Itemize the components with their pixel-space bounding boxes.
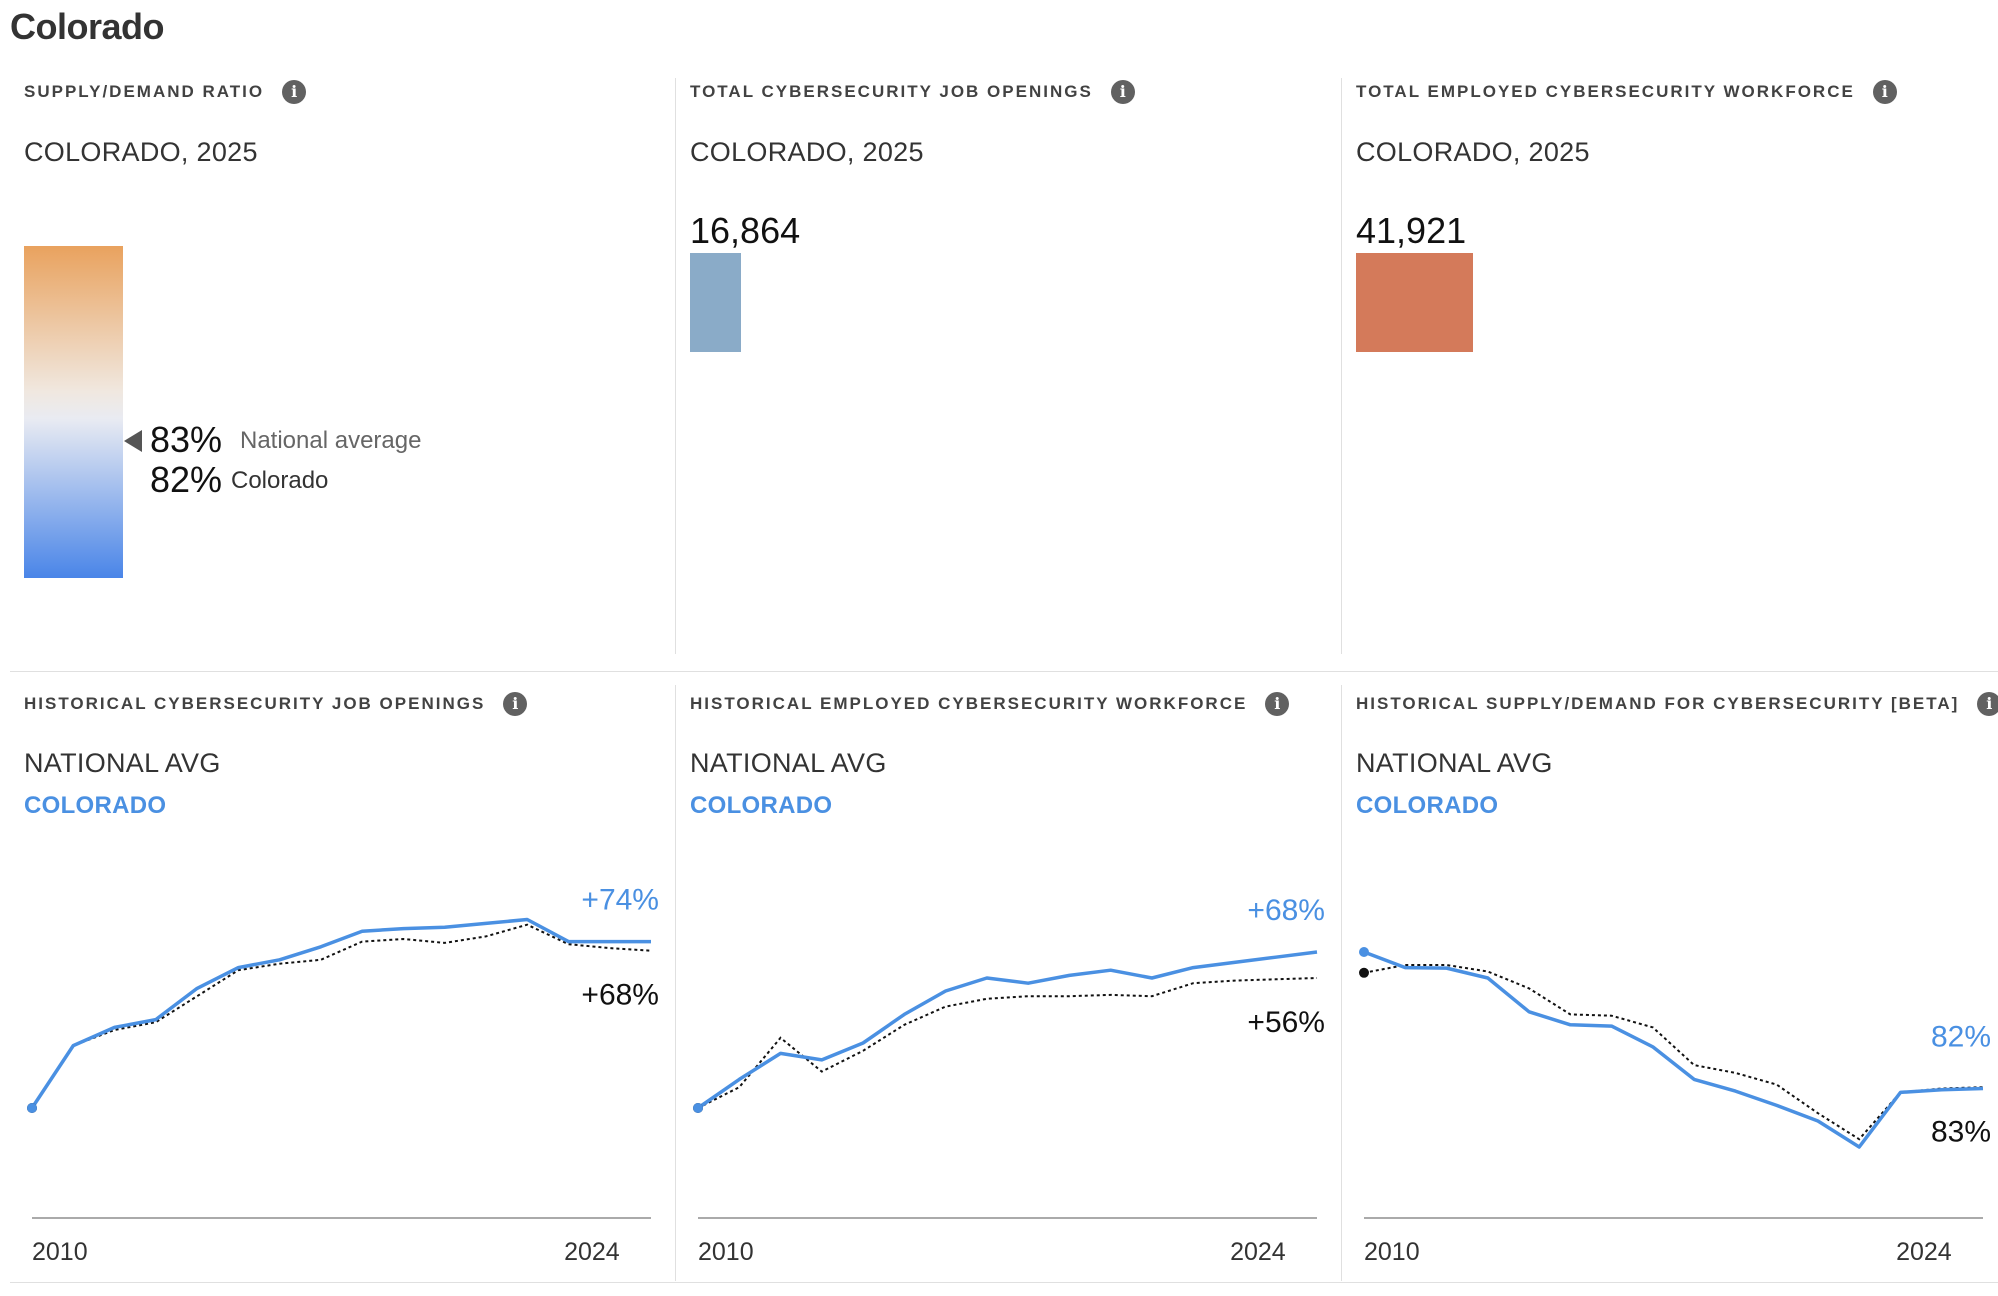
total-workforce-value: 41,921 <box>1356 210 1467 251</box>
info-icon[interactable]: i <box>1872 80 1897 104</box>
series-start-point-national <box>693 1103 703 1113</box>
series-line-national <box>31 923 652 1109</box>
x-tick-label: 2024 <box>1896 1238 1952 1266</box>
x-tick-label: 2010 <box>698 1238 754 1266</box>
column-divider <box>675 685 676 1281</box>
series-line-state <box>1363 950 1984 1149</box>
series-start-point-national <box>27 1103 37 1113</box>
legend-state: COLORADO <box>24 792 167 819</box>
legend-national: NATIONAL AVG <box>690 748 887 778</box>
end-label-state: +68% <box>1247 894 1325 927</box>
supply-demand-ratio-title: SUPPLY/DEMAND RATIO i <box>24 80 307 104</box>
historical-supply-demand-title: HISTORICAL SUPPLY/DEMAND FOR CYBERSECURI… <box>1356 692 1998 716</box>
panel-title-text: TOTAL CYBERSECURITY JOB OPENINGS <box>690 82 1093 101</box>
row-divider <box>10 671 1998 672</box>
national-average-label: National average <box>240 427 422 454</box>
panel-subtitle: COLORADO, 2025 <box>1356 137 1590 167</box>
panel-title-text: SUPPLY/DEMAND RATIO <box>24 82 265 101</box>
panel-title-text: HISTORICAL CYBERSECURITY JOB OPENINGS <box>24 694 486 713</box>
state-label: Colorado <box>231 467 329 494</box>
column-divider <box>1341 78 1342 654</box>
info-icon[interactable]: i <box>503 692 528 716</box>
legend-national: NATIONAL AVG <box>24 748 221 778</box>
x-tick-label: 2024 <box>564 1238 620 1266</box>
column-divider <box>675 78 676 654</box>
series-line-national <box>697 977 1318 1109</box>
panel-title-text: TOTAL EMPLOYED CYBERSECURITY WORKFORCE <box>1356 82 1855 101</box>
page-title: Colorado <box>10 6 165 47</box>
info-icon[interactable]: i <box>1977 692 1998 716</box>
column-divider <box>1341 685 1342 1281</box>
end-label-national: +68% <box>581 979 659 1012</box>
panel-subtitle: COLORADO, 2025 <box>24 137 258 167</box>
panel-title-text: HISTORICAL EMPLOYED CYBERSECURITY WORKFO… <box>690 694 1248 713</box>
series-line-national <box>1363 964 1984 1141</box>
series-line-state <box>697 950 1318 1110</box>
legend-national: NATIONAL AVG <box>1356 748 1553 778</box>
national-average-marker-icon <box>124 430 142 452</box>
panel-subtitle: COLORADO, 2025 <box>690 137 924 167</box>
series-start-point-state <box>27 1103 37 1113</box>
info-icon[interactable]: i <box>1110 80 1135 104</box>
series-line-state <box>30 917 651 1109</box>
series-start-point-state <box>1359 947 1369 957</box>
series-start-point-state <box>693 1103 703 1113</box>
x-tick-label: 2010 <box>1364 1238 1420 1266</box>
total-workforce-title: TOTAL EMPLOYED CYBERSECURITY WORKFORCE i <box>1356 80 1897 104</box>
historical-openings-title: HISTORICAL CYBERSECURITY JOB OPENINGS i <box>24 692 528 716</box>
ratio-gradient-bar <box>24 246 123 578</box>
state-value: 82% <box>150 459 223 500</box>
historical-workforce-title: HISTORICAL EMPLOYED CYBERSECURITY WORKFO… <box>690 692 1290 716</box>
x-tick-label: 2010 <box>32 1238 88 1266</box>
total-openings-bar <box>690 253 741 352</box>
panel-title-text: HISTORICAL SUPPLY/DEMAND FOR CYBERSECURI… <box>1356 694 1960 713</box>
x-tick-label: 2024 <box>1230 1238 1286 1266</box>
info-icon[interactable]: i <box>1265 692 1290 716</box>
end-label-national: +56% <box>1247 1006 1325 1039</box>
end-label-state: 82% <box>1931 1021 1991 1054</box>
end-label-national: 83% <box>1931 1116 1991 1149</box>
bottom-divider <box>10 1282 1998 1283</box>
total-openings-title: TOTAL CYBERSECURITY JOB OPENINGS i <box>690 80 1135 104</box>
end-label-state: +74% <box>581 884 659 917</box>
legend-state: COLORADO <box>1356 792 1499 819</box>
legend-state: COLORADO <box>690 792 833 819</box>
total-openings-value: 16,864 <box>690 210 801 251</box>
series-start-point-national <box>1359 967 1369 978</box>
national-average-value: 83% <box>150 419 223 460</box>
info-icon[interactable]: i <box>282 80 307 104</box>
total-workforce-bar <box>1356 253 1473 352</box>
